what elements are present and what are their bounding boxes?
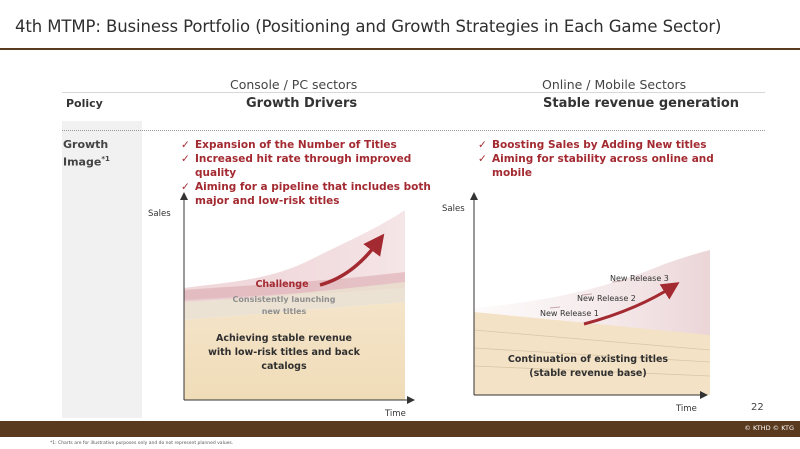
policy-console-pc: Growth Drivers: [246, 96, 358, 111]
right-x-axis-label: Time: [676, 404, 697, 414]
new-titles-layer: [184, 282, 405, 320]
stable-label-line1: Achieving stable revenue: [216, 333, 352, 344]
copyright-notice: © KTHD © KTG: [744, 424, 794, 432]
growth-band: [184, 210, 405, 300]
existing-titles-base: [474, 312, 710, 395]
footnote: *1: Charts are for illustrative purposes…: [50, 441, 234, 446]
stable-label-line3: catalogs: [261, 361, 307, 372]
policy-row-divider: [62, 130, 765, 131]
footer-bar: [0, 421, 800, 437]
page-number: 22: [751, 402, 764, 413]
challenge-arrow: [319, 233, 385, 287]
policy-row-label: Policy: [66, 97, 103, 110]
policy-online-mobile: Stable revenue generation: [543, 96, 740, 111]
growth-image-row-label: Growth Image*1: [63, 137, 123, 170]
challenge-label: Challenge: [255, 279, 308, 290]
growth-image-label-text: Growth Image: [63, 138, 109, 169]
bullet-item: Aiming for a pipeline that includes both…: [181, 180, 431, 208]
bullet-item: Increased hit rate through improved qual…: [181, 152, 431, 180]
right-y-axis-label: Sales: [442, 204, 465, 214]
new-release-2-label: New Release 2: [577, 294, 636, 303]
policy-row-top-rule: [62, 92, 765, 93]
console-pc-bullet-list: Expansion of the Number of Titles Increa…: [181, 138, 431, 208]
row-label-band: [62, 121, 142, 418]
new-release-3-label: New Release 3: [610, 274, 669, 283]
bullet-item: Expansion of the Number of Titles: [181, 138, 431, 152]
page-title: 4th MTMP: Business Portfolio (Positionin…: [15, 17, 722, 36]
title-rule: [0, 48, 800, 50]
bullet-item: Boosting Sales by Adding New titles: [478, 138, 728, 152]
online-mobile-growth-chart: New Release 3 New Release 2 New Release …: [470, 192, 711, 399]
launching-label-line1: Consistently launching: [233, 295, 336, 304]
column-header-console-pc: Console / PC sectors: [230, 77, 358, 92]
bullet-item: Aiming for stability across online and m…: [478, 152, 728, 180]
existing-titles-label-line1: Continuation of existing titles: [508, 354, 669, 365]
release-growth-arrow: [583, 282, 680, 326]
existing-titles-label-line2: (stable revenue base): [529, 368, 646, 379]
growth-band-lower: [184, 272, 405, 302]
stable-label-line2: with low-risk titles and back: [208, 347, 360, 358]
column-header-online-mobile: Online / Mobile Sectors: [542, 77, 687, 92]
left-y-axis-label: Sales: [148, 209, 171, 219]
new-release-1-label: New Release 1: [540, 309, 599, 318]
online-mobile-bullet-list: Boosting Sales by Adding New titles Aimi…: [478, 138, 728, 180]
console-pc-growth-chart: Challenge Consistently launching new tit…: [180, 192, 415, 404]
left-x-axis-label: Time: [385, 409, 406, 419]
launching-label-line2: new titles: [262, 307, 307, 316]
growth-image-footnote-mark: *1: [101, 155, 110, 163]
stable-revenue-base: [184, 302, 405, 400]
